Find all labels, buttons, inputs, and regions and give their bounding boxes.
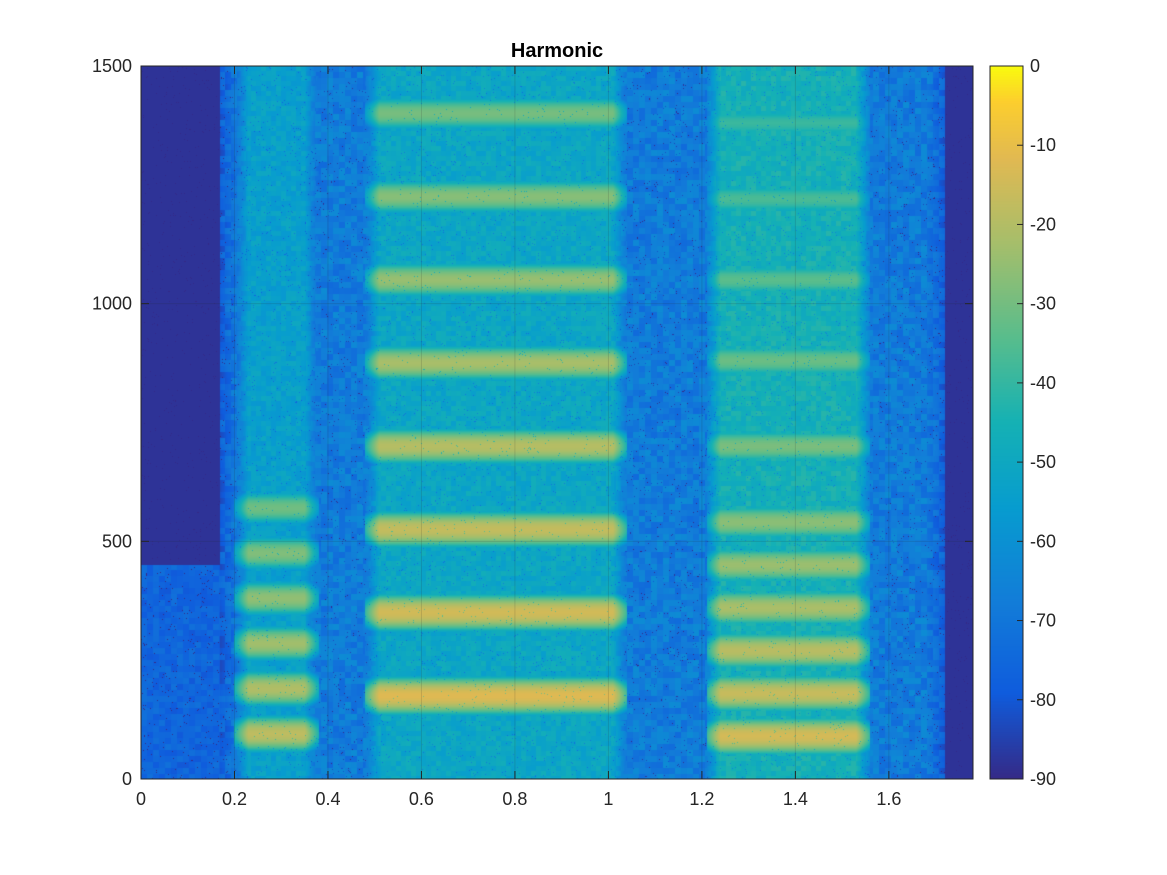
x-tick-label: 1.2 [689, 789, 714, 809]
colorbar-tick-label: -20 [1030, 214, 1056, 234]
y-tick-label: 0 [122, 769, 132, 789]
axes-box [140, 65, 974, 780]
x-tick-label: 1 [603, 789, 613, 809]
y-tick-label: 500 [102, 531, 132, 551]
x-tick-label: 0.4 [315, 789, 340, 809]
x-tick-label: 0.6 [409, 789, 434, 809]
colorbar-tick-label: -60 [1030, 531, 1056, 551]
x-axis: 0 0.2 0.4 0.6 0.8 1 1.2 1.4 1.6 [136, 66, 901, 809]
x-tick-label: 0.2 [222, 789, 247, 809]
colorbar-tick-label: -70 [1030, 611, 1056, 631]
colorbar-gradient [990, 66, 1023, 779]
colorbar: 0 -10 -20 -30 -40 -50 -60 -70 -80 -90 [989, 56, 1056, 789]
x-tick-label: 1.6 [876, 789, 901, 809]
y-tick-label: 1500 [92, 56, 132, 76]
colorbar-tick-label: -80 [1030, 690, 1056, 710]
x-tick-label: 1.4 [783, 789, 808, 809]
spectrogram-image [141, 66, 973, 779]
colorbar-tick-label: 0 [1030, 56, 1040, 76]
x-tick-label: 0.8 [502, 789, 527, 809]
colorbar-box [989, 65, 1024, 780]
colorbar-ticks: 0 -10 -20 -30 -40 -50 -60 -70 -80 -90 [1017, 56, 1056, 789]
x-tick-label: 0 [136, 789, 146, 809]
colorbar-tick-label: -90 [1030, 769, 1056, 789]
y-tick-label: 1000 [92, 294, 132, 314]
plot-area [140, 65, 974, 780]
colorbar-tick-label: -40 [1030, 373, 1056, 393]
chart-title: Harmonic [511, 40, 603, 62]
colorbar-tick-label: -10 [1030, 135, 1056, 155]
colorbar-tick-label: -30 [1030, 294, 1056, 314]
y-axis: 0 500 1000 1500 [92, 56, 973, 789]
colorbar-tick-label: -50 [1030, 452, 1056, 472]
